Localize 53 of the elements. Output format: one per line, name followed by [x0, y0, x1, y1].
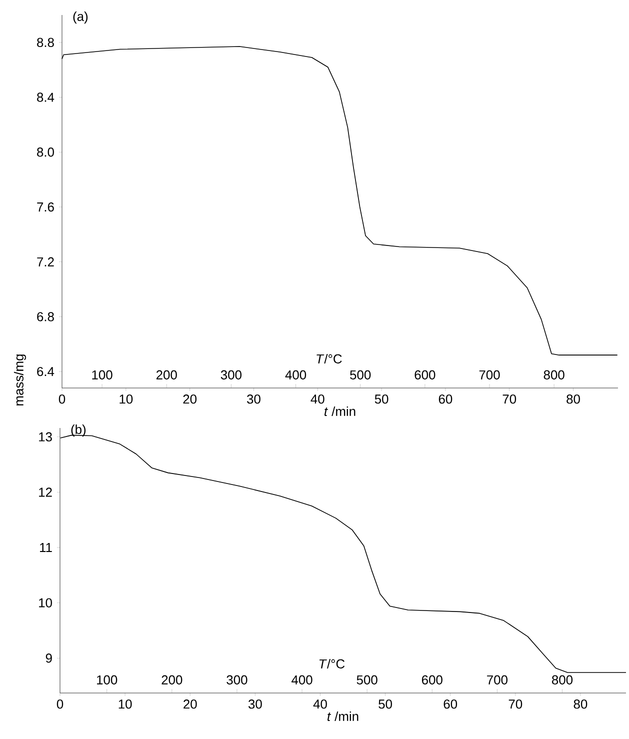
x2-tick-label: 100: [97, 675, 118, 684]
y-tick-label: 10: [39, 598, 52, 608]
x2-tick-label: 700: [487, 675, 508, 684]
x-axis-title: t /min: [324, 406, 356, 416]
y-tick-label: 8.4: [37, 92, 54, 102]
x-tick-label: 0: [58, 394, 66, 404]
x-tick-label: 10: [120, 394, 133, 404]
y-tick-label: 12: [39, 488, 52, 497]
x2-tick-label: 700: [479, 370, 500, 380]
chart-title: (b): [71, 424, 86, 437]
x-tick-label: 20: [183, 394, 197, 404]
y-tick-label: 6.8: [37, 312, 54, 322]
x2-tick-label: 300: [226, 675, 248, 684]
y-tick-label: 9: [46, 654, 52, 663]
x-tick-label: 70: [502, 394, 516, 404]
y-tick-label: 8.8: [37, 38, 54, 47]
x2-tick-label: 800: [544, 370, 564, 380]
x2-tick-label: 400: [285, 370, 306, 380]
x2-tick-label: 600: [414, 370, 436, 380]
y-tick-label: 6.4: [37, 366, 54, 376]
chart-title: (a): [73, 12, 88, 24]
y-tick-label: 7.2: [37, 257, 54, 266]
x-tick-label: 70: [508, 700, 522, 709]
x2-tick-label: 200: [162, 675, 182, 684]
x2-tick-label: 800: [552, 675, 573, 684]
x2-tick-label: 500: [356, 675, 378, 684]
x-tick-label: 30: [248, 700, 262, 709]
y-axis-title: mass/mg: [14, 354, 26, 406]
x-tick-label: 10: [118, 700, 132, 709]
x2-axis-title: T/°C: [316, 354, 342, 364]
x-tick-label: 40: [310, 394, 324, 404]
x-tick-label: 60: [444, 700, 458, 709]
y-tick-label: 7.6: [37, 202, 54, 212]
x-tick-label: 80: [566, 394, 580, 404]
y-tick-label: 8.0: [37, 148, 54, 157]
x-tick-label: 60: [438, 394, 452, 404]
y-tick-label: 13: [39, 432, 52, 442]
x2-tick-label: 600: [422, 675, 442, 684]
x2-tick-label: 400: [292, 675, 312, 684]
x-tick-label: 80: [574, 700, 588, 709]
x-tick-label: 0: [56, 700, 64, 709]
x-tick-label: 20: [184, 700, 197, 709]
y-tick-label: 11: [40, 543, 52, 552]
x-tick-label: 50: [374, 394, 388, 404]
x-tick-label: 40: [313, 700, 327, 709]
x2-tick-label: 200: [156, 370, 177, 380]
x-tick-label: 30: [247, 394, 260, 404]
x-axis-title: t /min: [328, 712, 358, 722]
x-tick-label: 50: [378, 700, 392, 709]
x2-axis-title: T/°C: [319, 658, 345, 668]
x2-tick-label: 100: [92, 370, 112, 380]
x2-tick-label: 500: [350, 370, 371, 380]
x2-tick-label: 300: [220, 370, 242, 380]
